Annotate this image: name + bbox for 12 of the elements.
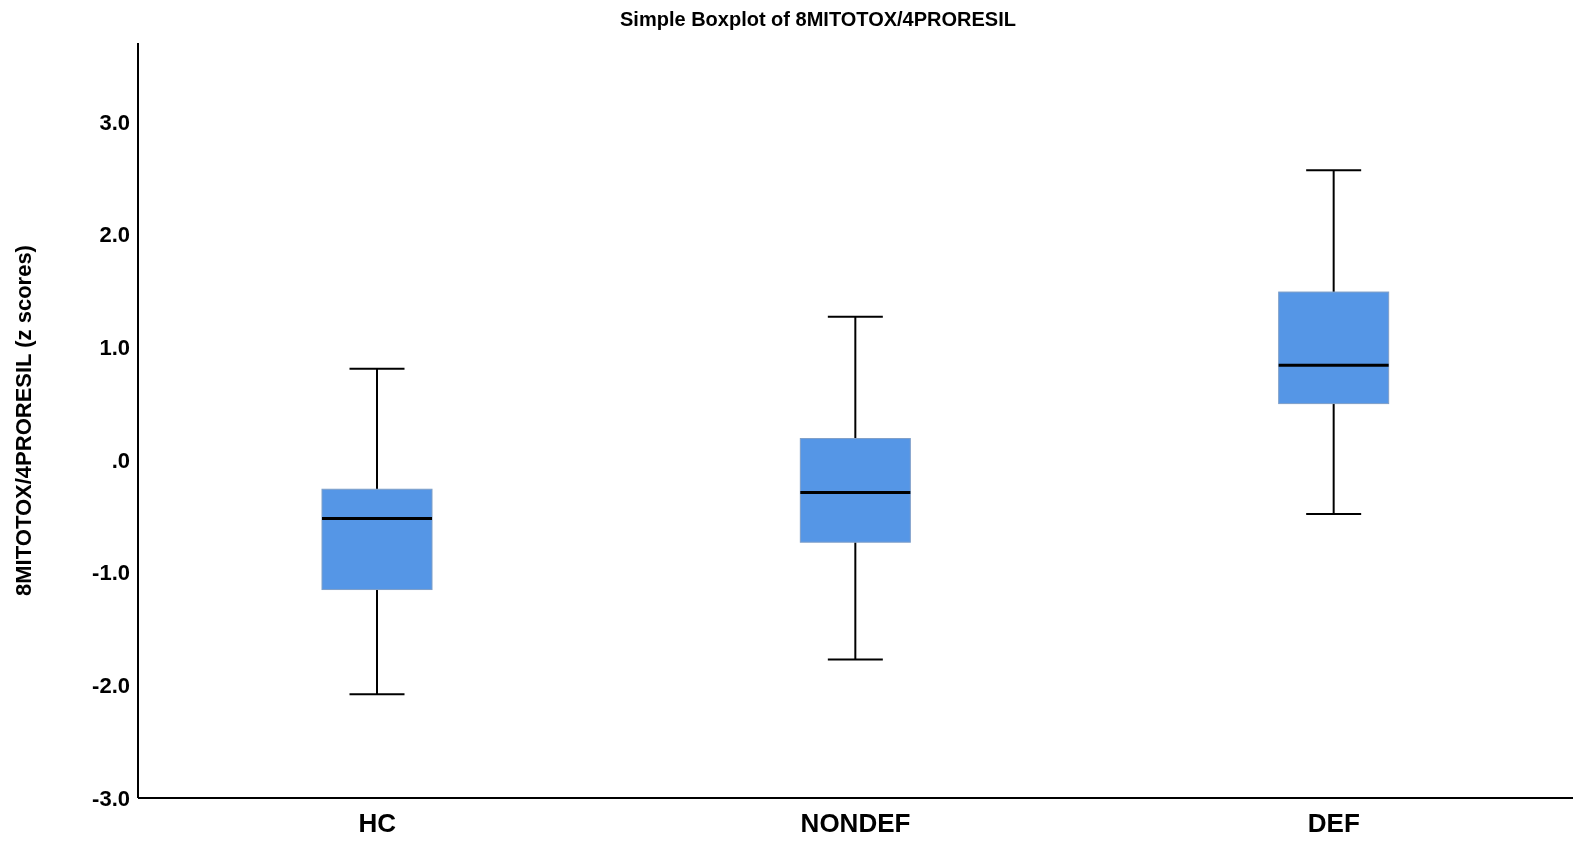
y-axis-title: 8MITOTOX/4PRORESIL (z scores) <box>10 245 36 596</box>
x-tick-label: NONDEF <box>800 808 911 839</box>
x-tick-label: DEF <box>1307 808 1360 839</box>
x-tick-label: HC <box>358 808 397 839</box>
y-tick-label: -2.0 <box>92 673 130 699</box>
y-tick-label: .0 <box>111 447 130 473</box>
y-tick-label: 2.0 <box>99 222 130 248</box>
y-tick-label: -1.0 <box>92 560 130 586</box>
y-tick-label: -3.0 <box>92 785 130 811</box>
chart-title: Simple Boxplot of 8MITOTOX/4PRORESIL <box>619 8 1017 32</box>
y-tick-label: 1.0 <box>99 335 130 361</box>
y-tick-label: 3.0 <box>99 109 130 135</box>
